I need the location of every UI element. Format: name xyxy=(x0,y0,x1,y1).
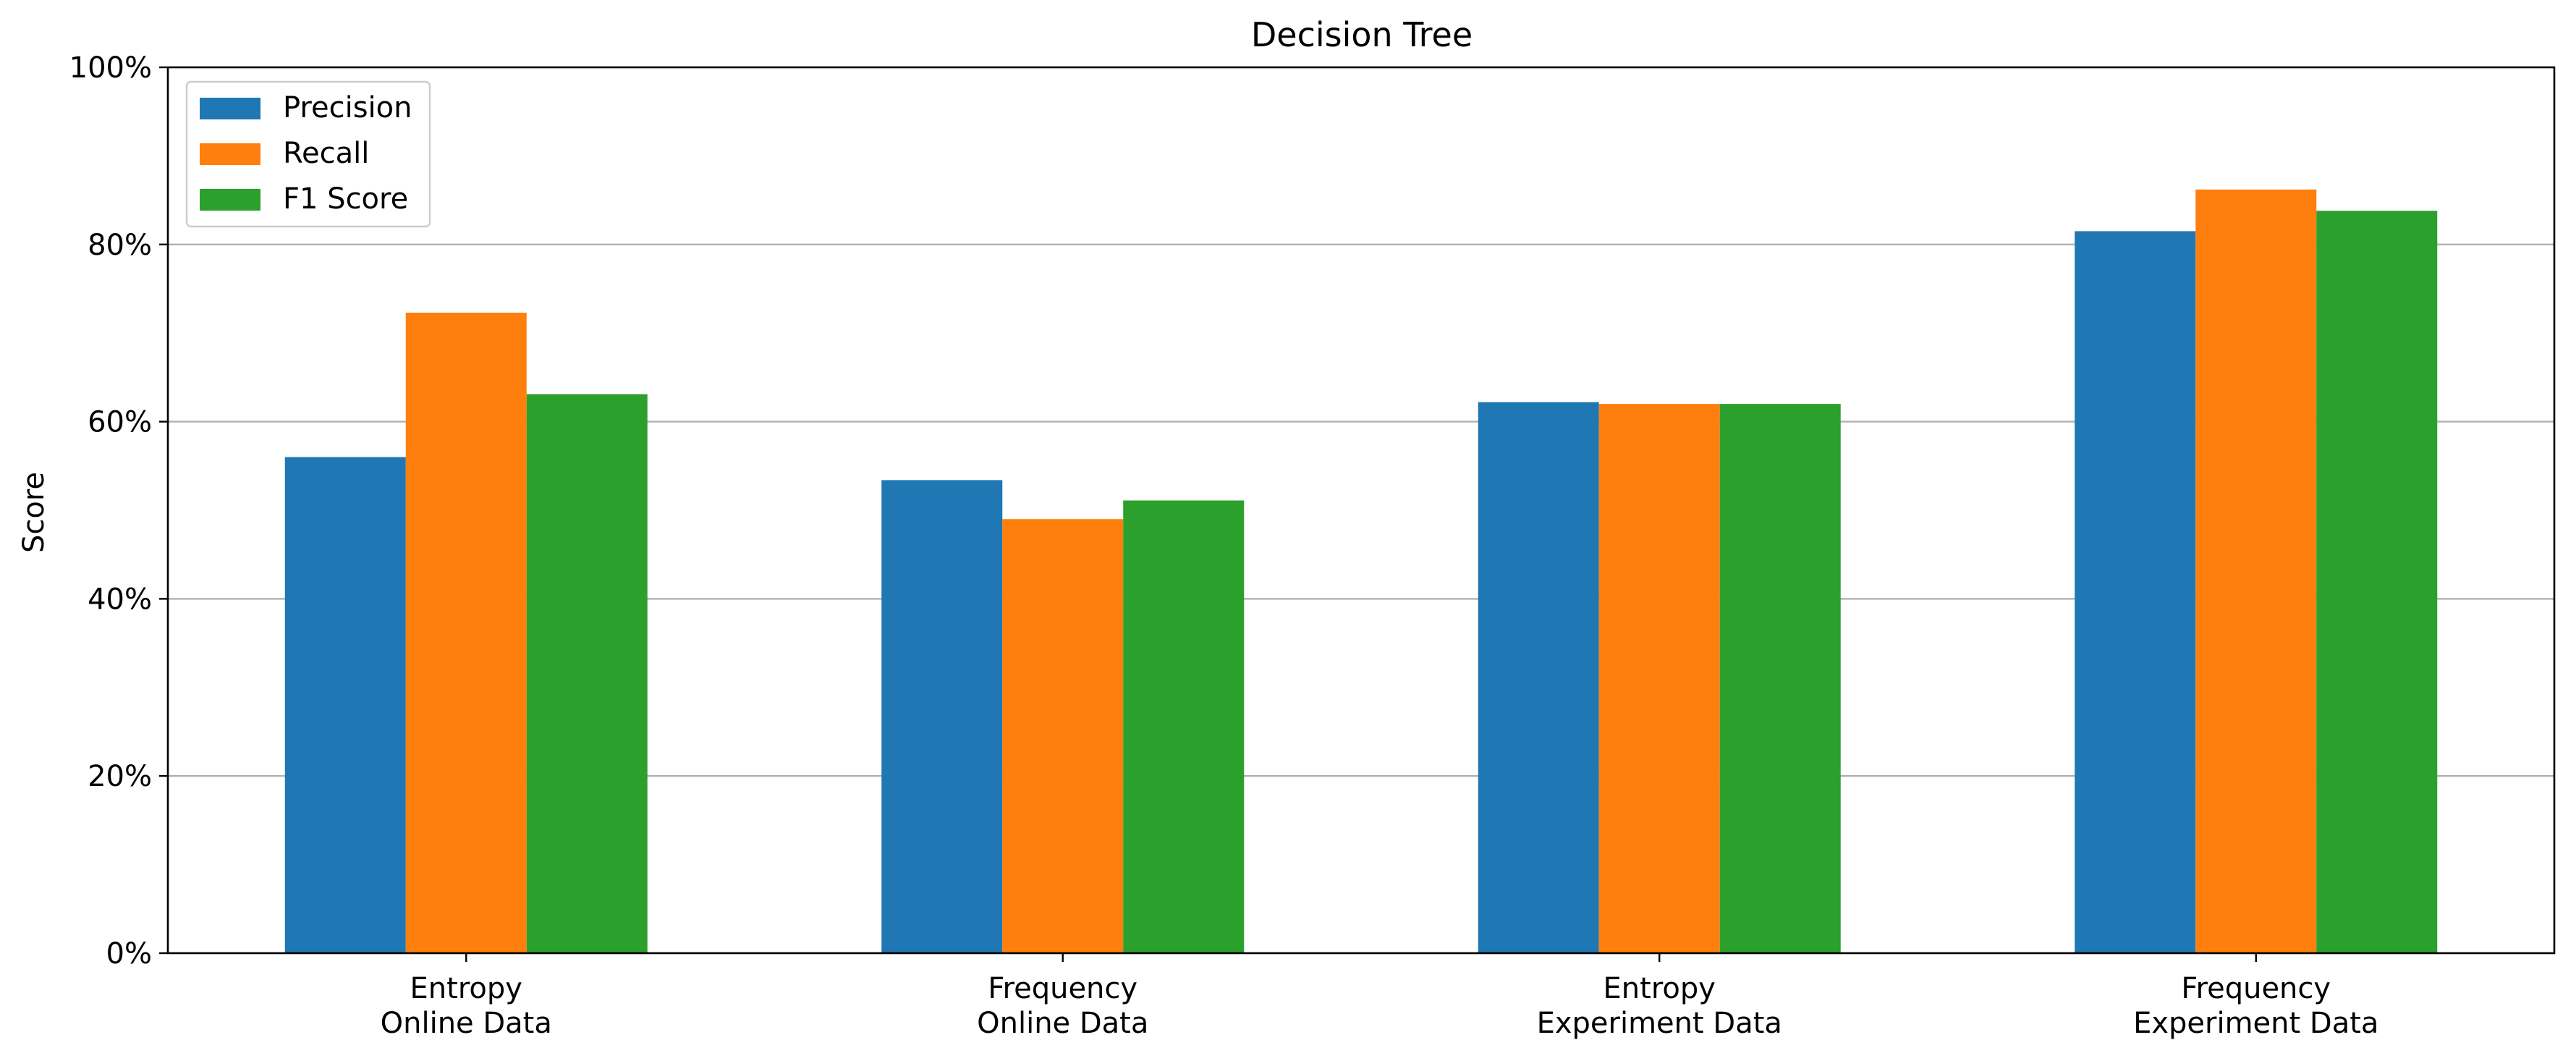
legend-swatch xyxy=(200,143,260,165)
bar-precision xyxy=(284,457,406,953)
bar-precision xyxy=(2075,231,2196,953)
bar-recall xyxy=(1598,404,1720,953)
y-axis-label: Score xyxy=(17,472,51,553)
y-tick-label: 40% xyxy=(88,583,152,616)
bar-f1-score xyxy=(2316,211,2438,954)
bar-recall xyxy=(2195,189,2317,953)
axes: 0% 20% 40% 60% 80% 100% Entropy Online Data Freq… xyxy=(69,51,2556,1040)
x-tick-label: Frequency Experiment Data xyxy=(2133,972,2378,1040)
bar-recall xyxy=(405,313,527,954)
plot-frame xyxy=(166,66,2556,955)
bar-precision xyxy=(881,480,1003,953)
bar-f1-score xyxy=(526,394,648,953)
y-tick-label: 80% xyxy=(88,229,152,262)
y-tick-label: 0% xyxy=(106,937,152,971)
y-tick-label: 60% xyxy=(88,406,152,439)
legend: Precision Recall F1 Score xyxy=(185,80,431,228)
bar-precision xyxy=(1478,402,1599,953)
x-tick-label: Entropy Online Data xyxy=(381,972,552,1040)
x-tick-label: Entropy Experiment Data xyxy=(1537,972,1782,1040)
legend-swatch xyxy=(200,189,260,211)
legend-label: Recall xyxy=(283,137,369,170)
legend-swatch xyxy=(200,98,260,119)
legend-label: Precision xyxy=(283,91,412,124)
bar-f1-score xyxy=(1123,500,1245,953)
legend-label: F1 Score xyxy=(283,182,408,216)
bar-f1-score xyxy=(1719,404,1841,953)
bars xyxy=(284,189,2438,954)
y-tick-label: 20% xyxy=(88,760,152,793)
y-tick-label: 100% xyxy=(69,51,152,85)
chart-title: Decision Tree xyxy=(1251,15,1473,54)
bar-recall xyxy=(1002,519,1124,953)
x-tick-label: Frequency Online Data xyxy=(977,972,1148,1040)
